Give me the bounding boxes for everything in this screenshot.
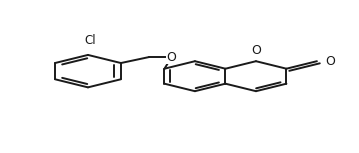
Text: O: O	[251, 44, 261, 57]
Text: Cl: Cl	[84, 34, 95, 47]
Text: O: O	[167, 51, 177, 63]
Text: O: O	[325, 55, 335, 68]
